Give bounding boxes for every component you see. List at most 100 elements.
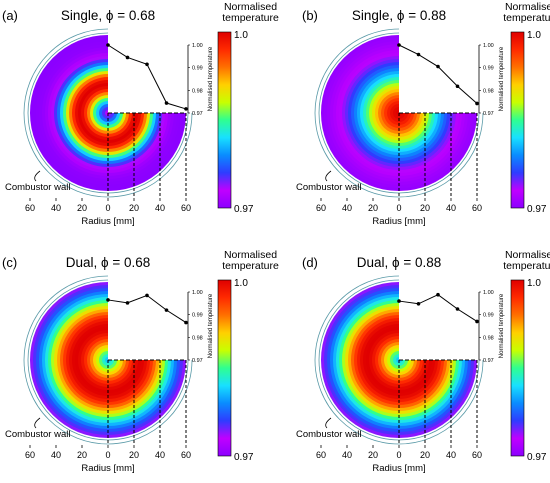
temperature-point — [145, 293, 149, 298]
panel-label: (a) — [2, 8, 18, 23]
x-tick-label: 60 — [316, 203, 326, 213]
temperature-point — [164, 101, 169, 105]
panel-title: Single, ϕ = 0.68 — [61, 8, 155, 23]
x-tick-label: 60 — [181, 203, 191, 213]
line-y-tick-label: 0.99 — [192, 66, 203, 72]
colorbar — [510, 279, 525, 457]
combustor-wall-label: Combustor wall — [5, 182, 70, 193]
wall-pointer — [325, 170, 332, 182]
combustor-wall-label: Combustor wall — [296, 182, 361, 193]
x-tick-label: 40 — [342, 450, 352, 460]
temperature-line — [398, 44, 478, 104]
line-y-axis-label: Normalised temperature — [208, 293, 214, 358]
colorbar-title: Normalised — [505, 1, 550, 13]
colorbar — [217, 279, 232, 457]
panel-title: Dual, ϕ = 0.88 — [357, 255, 442, 270]
panel-label: (c) — [2, 255, 17, 270]
x-tick-label: 40 — [51, 203, 61, 213]
panel-b: 60 40 20 0 20 40 60 Radius [mm] Combustor wall 1.… — [296, 1, 550, 227]
colorbar-max-label: 1.0 — [234, 30, 248, 41]
x-tick-label: 60 — [316, 450, 326, 460]
x-tick-label: 40 — [342, 203, 352, 213]
combustor-wall-outer — [314, 275, 484, 445]
x-tick-label: 20 — [368, 203, 378, 213]
colorbar-min-label: 0.97 — [234, 204, 254, 215]
x-tick-label: 20 — [129, 203, 139, 213]
temperature-point — [397, 43, 401, 47]
wall-pointer — [34, 170, 41, 182]
combustor-wall-label: Combustor wall — [5, 429, 70, 440]
line-y-axis-label: Normalised temperature — [499, 293, 505, 358]
colorbar-title: temperature — [503, 12, 550, 24]
combustor-wall-outline — [318, 279, 480, 441]
temperature-point — [164, 308, 169, 312]
combustor-wall-outline — [318, 32, 480, 194]
temperature-point — [184, 320, 188, 325]
temperature-point — [145, 62, 149, 67]
temperature-point — [125, 301, 130, 305]
panel-label: (d) — [302, 255, 318, 270]
temperature-point — [475, 319, 479, 324]
line-y-axis-label: Normalised temperature — [208, 46, 214, 111]
x-tick-label: 60 — [25, 450, 35, 460]
colorbar-title: temperature — [222, 12, 279, 24]
x-tick-label: 0 — [396, 203, 401, 213]
panel-c: 60 40 20 0 20 40 60 Radius [mm] Combustor wall 1.… — [2, 249, 279, 474]
x-tick-label: 40 — [51, 450, 61, 460]
colorbar-min-label: 0.97 — [527, 204, 547, 215]
wall-pointer — [34, 417, 41, 429]
temperature-point — [475, 101, 479, 106]
x-tick-label: 0 — [105, 203, 110, 213]
combustor-wall-outline — [27, 279, 189, 441]
line-y-tick-label: 0.97 — [192, 358, 203, 364]
x-tick-label: 60 — [181, 450, 191, 460]
colorbar — [510, 31, 525, 209]
line-y-tick-label: 1.00 — [192, 43, 203, 49]
line-y-tick-label: 0.97 — [192, 111, 203, 117]
x-tick-label: 0 — [105, 450, 110, 460]
line-y-tick-label: 0.98 — [483, 88, 494, 94]
x-axis-label: Radius [mm] — [81, 463, 134, 474]
panel-title: Single, ϕ = 0.88 — [352, 8, 446, 23]
x-tick-label: 20 — [77, 203, 87, 213]
x-tick-label: 40 — [155, 203, 165, 213]
temperature-point — [455, 84, 460, 89]
combustor-wall-outer — [314, 28, 484, 198]
panel-label: (b) — [302, 8, 318, 23]
line-y-axis-label: Normalised temperature — [499, 46, 505, 111]
line-y-tick-label: 1.00 — [483, 43, 494, 49]
line-y-tick-label: 0.99 — [483, 313, 494, 319]
temperature-line — [398, 294, 478, 322]
colorbar-min-label: 0.97 — [527, 452, 547, 463]
combustor-wall-label: Combustor wall — [296, 429, 361, 440]
x-tick-label: 60 — [472, 203, 482, 213]
line-y-tick-label: 1.00 — [192, 290, 203, 296]
colorbar — [217, 31, 232, 209]
x-tick-label: 20 — [420, 450, 430, 460]
temperature-point — [125, 55, 130, 60]
colorbar-title: Normalised — [224, 249, 277, 261]
x-axis-label: Radius [mm] — [372, 216, 425, 227]
x-tick-label: 20 — [129, 450, 139, 460]
wall-pointer — [325, 417, 332, 429]
line-y-tick-label: 0.98 — [483, 335, 494, 341]
combustor-wall-outer — [23, 28, 193, 198]
line-y-tick-label: 0.97 — [483, 358, 494, 364]
line-y-tick-label: 0.98 — [192, 88, 203, 94]
temperature-point — [106, 298, 110, 302]
line-y-tick-label: 0.99 — [192, 313, 203, 319]
combustor-wall-outline — [27, 32, 189, 194]
colorbar-title: temperature — [222, 260, 279, 272]
x-axis-label: Radius [mm] — [372, 463, 425, 474]
x-tick-label: 40 — [446, 450, 456, 460]
colorbar-min-label: 0.97 — [234, 452, 254, 463]
line-y-tick-label: 0.98 — [192, 335, 203, 341]
temperature-point — [436, 292, 440, 297]
x-tick-label: 60 — [25, 203, 35, 213]
temperature-line — [107, 294, 187, 324]
colorbar-max-label: 1.0 — [527, 30, 541, 41]
temperature-point — [184, 107, 188, 111]
x-axis-label: Radius [mm] — [81, 216, 134, 227]
x-tick-label: 20 — [420, 203, 430, 213]
